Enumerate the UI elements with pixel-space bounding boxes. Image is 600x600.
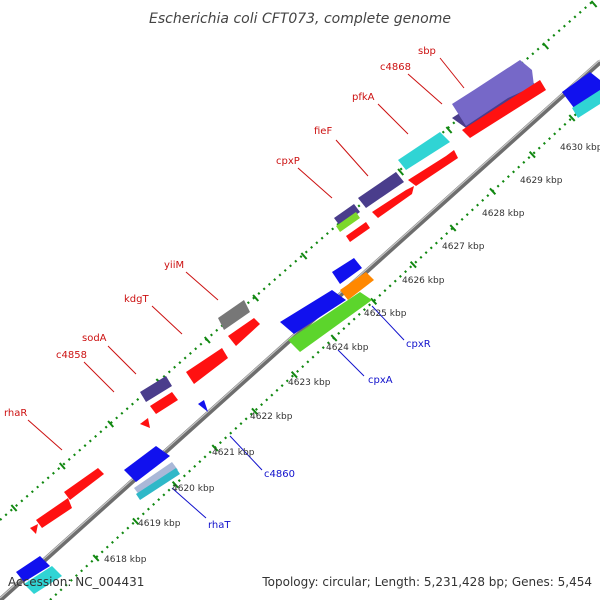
label-rhaR[interactable]: rhaR [4,408,27,419]
label-cpxR[interactable]: cpxR [406,339,431,350]
reverse-leader-lines [171,305,405,519]
inner-tick-track [49,91,600,600]
tick-label-4626: 4626 kbp [402,276,445,286]
gene-rhaR[interactable] [64,468,104,500]
label-c4858[interactable]: c4858 [56,350,87,361]
outer-tick-mark [300,252,308,260]
gene-cpxP-red[interactable] [346,222,370,242]
genome-title: Escherichia coli CFT073, complete genome [149,11,451,27]
gene-kdgT[interactable] [228,318,260,346]
inner-tick-mark [211,444,219,452]
label-pfkA[interactable]: pfkA [352,92,375,103]
gene-sodA[interactable] [140,376,172,402]
inner-tick-mark [528,151,536,159]
gene-kdgT-lower[interactable] [186,348,228,384]
gene-cpxP[interactable] [334,204,360,226]
tick-label-4621: 4621 kbp [212,448,255,458]
outer-tick-mark [542,42,550,50]
outer-tick-mark [445,126,453,134]
gene-c4868[interactable] [462,80,546,138]
gene-yiiM[interactable] [218,300,250,330]
gene-c4858-small[interactable] [140,418,150,428]
label-yiiM[interactable]: yiiM [164,260,184,271]
inner-tick-mark [489,187,497,195]
tick-label-4618: 4618 kbp [104,555,147,565]
gene-cpxR-small[interactable] [332,258,362,284]
gene-cpxR[interactable] [280,290,346,334]
accession-text: Accession: NC_004431 [8,575,144,589]
outer-tick-mark [590,0,598,8]
tick-label-4628: 4628 kbp [482,209,525,219]
tick-label-4620: 4620 kbp [172,484,215,494]
gene-rhaT-light[interactable] [134,462,178,496]
tick-label-4629: 4629 kbp [520,176,563,186]
gene-rhaR-small[interactable] [30,524,38,534]
label-sodA[interactable]: sodA [82,333,107,344]
gene-cpxA[interactable] [288,292,372,352]
inner-tick-mark [92,554,100,562]
label-c4868[interactable]: c4868 [380,62,411,73]
label-cpxA[interactable]: cpxA [368,375,393,386]
label-rhaT[interactable]: rhaT [208,520,231,531]
gene-fieF-lower[interactable] [372,186,414,218]
gene-c4860[interactable] [198,400,208,412]
tick-label-4623: 4623 kbp [288,378,331,388]
gene-c4858[interactable] [150,392,178,414]
gene-bottom-cyan[interactable] [24,566,62,594]
gene-pfkA-lower[interactable] [408,150,458,186]
tick-label-4625: 4625 kbp [364,309,407,319]
inner-tick-mark [370,297,378,305]
outer-tick-mark [107,420,115,428]
gene-far-right-cyan[interactable] [572,90,600,118]
inner-tick-mark [171,481,179,489]
inner-major-ticks [92,114,576,562]
label-cpxP[interactable]: cpxP [276,156,300,167]
gene-bottom-blue[interactable] [16,556,50,582]
gene-rhaT[interactable] [124,446,170,482]
forward-leader-lines [27,57,465,451]
tick-label-4622: 4622 kbp [250,412,293,422]
label-c4860[interactable]: c4860 [264,469,295,480]
gene-cpxP-green[interactable] [336,212,360,232]
tick-label-4619: 4619 kbp [138,519,181,529]
label-kdgT[interactable]: kdgT [124,294,149,305]
inner-tick-mark [449,224,457,232]
genome-backbone [0,60,600,600]
gene-cpxR-orange[interactable] [340,272,374,300]
gene-pfkA[interactable] [398,132,450,170]
outer-tick-mark [10,504,18,512]
tick-label-4630: 4630 kbp [560,143,600,153]
inner-tick-mark [290,371,298,379]
outer-tick-mark [58,462,66,470]
gene-fieF[interactable] [358,172,404,208]
label-sbp[interactable]: sbp [418,46,436,57]
label-fieF[interactable]: fieF [314,126,332,137]
gene-rhaT-cyan[interactable] [136,468,180,500]
genome-summary-text: Topology: circular; Length: 5,231,428 bp… [261,575,592,589]
outer-tick-mark [203,336,211,344]
gene-rhaR-lower[interactable] [36,498,72,528]
gene-sbp-upper[interactable] [452,60,534,126]
inner-tick-mark [330,334,338,342]
inner-tick-mark [132,517,140,525]
tick-label-4627: 4627 kbp [442,242,485,252]
inner-tick-mark [568,114,576,122]
tick-label-4624: 4624 kbp [326,343,369,353]
inner-tick-mark [409,261,417,269]
inner-tick-mark [251,407,259,415]
outer-tick-mark [397,168,405,176]
outer-tick-mark [252,294,260,302]
